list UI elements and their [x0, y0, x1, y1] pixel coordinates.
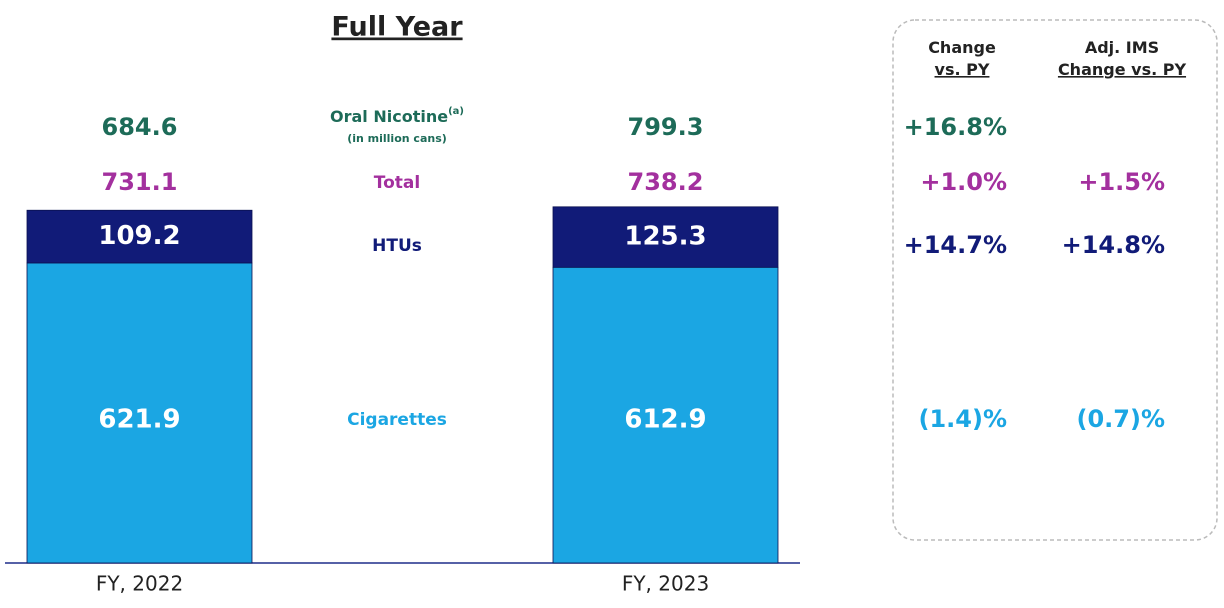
- change-header-line: vs. PY: [935, 60, 990, 79]
- bar-value-label: 109.2: [98, 221, 180, 251]
- total-value: 731.1: [102, 168, 178, 196]
- bar-value-label: 612.9: [624, 405, 706, 435]
- change-box: [892, 19, 1218, 541]
- change-header: Adj. IMS Change vs. PY: [1058, 38, 1187, 79]
- change-header-line: Adj. IMS: [1085, 38, 1159, 57]
- bar-segment: [552, 266, 779, 564]
- oral-nicotine-value: 799.3: [628, 113, 704, 141]
- bar-segment: [552, 206, 779, 268]
- x-tick-label: FY, 2023: [622, 572, 709, 596]
- chart-title: Full Year: [331, 12, 463, 43]
- change-value: (0.7)%: [1077, 405, 1166, 433]
- x-tick-label: FY, 2022: [96, 572, 183, 596]
- change-header-line: Change: [928, 38, 996, 57]
- oral-nicotine-label: Oral Nicotine(a): [330, 106, 464, 126]
- oral-nicotine-name: Oral Nicotine: [330, 107, 448, 126]
- change-value: (1.4)%: [919, 405, 1008, 433]
- bar-segment: [26, 262, 253, 564]
- change-value: +1.0%: [920, 168, 1007, 196]
- oral-nicotine-note: (a): [448, 106, 464, 117]
- change-header: Change vs. PY: [928, 38, 996, 79]
- oral-nicotine-value: 684.6: [102, 113, 178, 141]
- total-label: Total: [374, 173, 420, 193]
- bar-segment: [26, 209, 253, 264]
- change-header-line: Change vs. PY: [1058, 60, 1187, 79]
- bar-value-label: 125.3: [624, 222, 706, 252]
- change-value: +1.5%: [1078, 168, 1165, 196]
- series-label: Cigarettes: [347, 410, 447, 430]
- oral-nicotine-unit: (in million cans): [347, 132, 447, 145]
- total-value: 738.2: [628, 168, 704, 196]
- change-value: +16.8%: [904, 113, 1007, 141]
- series-label: HTUs: [372, 236, 422, 256]
- bar-value-label: 621.9: [98, 405, 180, 435]
- change-value: +14.8%: [1062, 231, 1165, 259]
- change-value: +14.7%: [904, 231, 1007, 259]
